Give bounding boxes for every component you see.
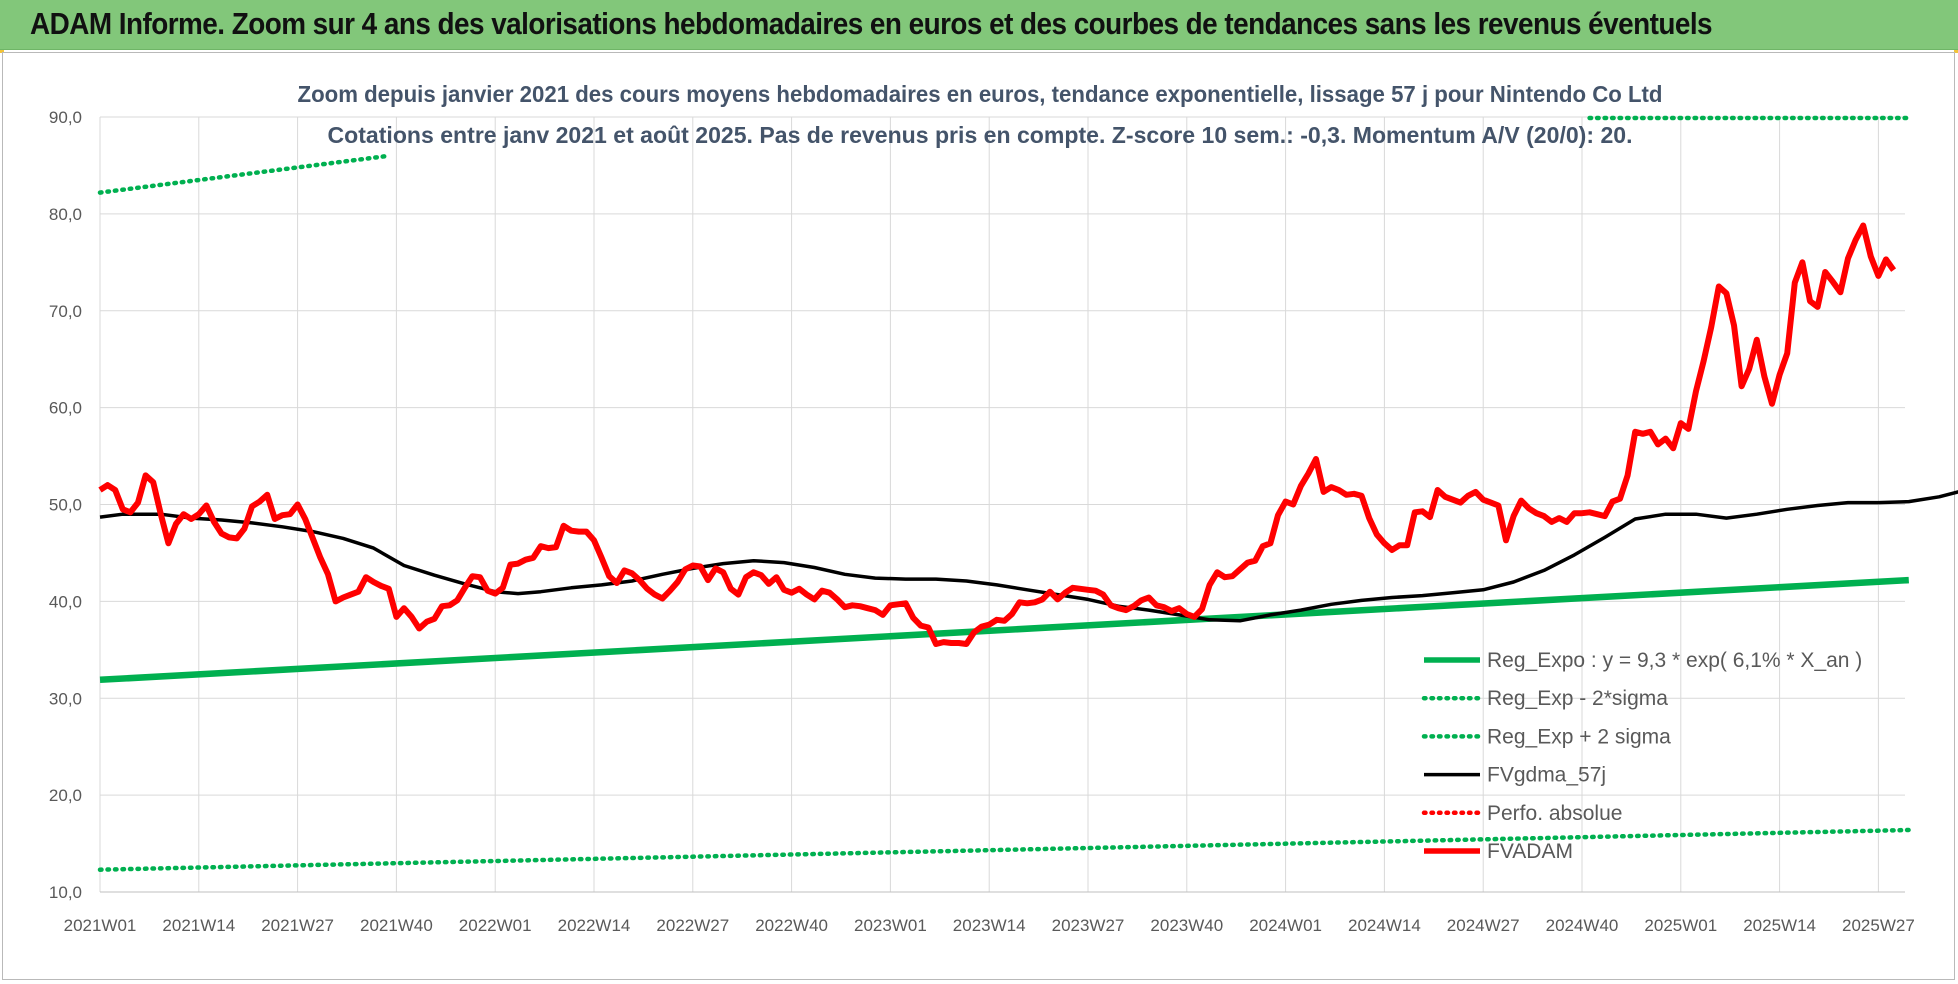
series-lines [97,115,1958,872]
x-tick-label: 2021W01 [64,916,137,935]
y-tick-label: 40,0 [49,592,82,611]
y-tick-label: 90,0 [49,108,82,127]
chart-legend: Reg_Expo : y = 9,3 * exp( 6,1% * X_an ) R… [1421,649,1862,863]
reg-expo-line [99,576,1909,684]
y-tick-label: 20,0 [49,786,82,805]
chart-title-line-1: Zoom depuis janvier 2021 des cours moyen… [298,81,1663,107]
y-tick-label: 70,0 [49,302,82,321]
corner-marker-right [1954,50,1958,53]
fvgdma-57j-line [99,490,1958,623]
x-tick-label: 2021W14 [162,916,235,935]
legend-label-perfo-absolue-line: Perfo. absolue [1487,802,1622,825]
x-tick-label: 2022W40 [755,916,828,935]
report-banner: ADAM Informe. Zoom sur 4 ans des valoris… [0,0,1958,50]
legend-label-reg-exp-minus-2sigma-line: Reg_Exp - 2*sigma [1487,687,1668,710]
x-axis-ticks: 2021W01 2021W14 2021W27 2021W40 2022W01 2022W… [64,916,1915,935]
legend-label-reg-expo-line: Reg_Expo : y = 9,3 * exp( 6,1% * X_an ) [1487,649,1862,672]
y-tick-label: 10,0 [49,883,82,902]
report-banner-title: ADAM Informe. Zoom sur 4 ans des valoris… [30,6,1713,41]
legend-label-fvadam-line: FVADAM [1487,840,1573,863]
plot-frame [2,52,1955,980]
y-tick-label: 60,0 [49,399,82,418]
chart-title-line-2: Cotations entre janv 2021 et août 2025. … [328,122,1633,148]
x-tick-label: 2021W40 [360,916,433,935]
y-axis-ticks: 10,0 20,0 30,0 40,0 50,0 60,0 70,0 80,0 90,0 [49,108,82,902]
x-tick-label: 2023W14 [953,916,1026,935]
x-tick-label: 2024W40 [1546,916,1619,935]
y-tick-label: 50,0 [49,496,82,515]
x-tick-label: 2025W01 [1644,916,1717,935]
y-tick-label: 30,0 [49,689,82,708]
x-tick-label: 2022W01 [459,916,532,935]
y-tick-label: 80,0 [49,205,82,224]
x-tick-label: 2022W27 [656,916,729,935]
fvadam-line [98,222,1897,647]
gridlines [99,116,1905,893]
x-tick-label: 2025W14 [1743,916,1816,935]
x-tick-label: 2021W27 [261,916,334,935]
x-tick-label: 2023W40 [1150,916,1223,935]
x-tick-label: 2024W27 [1447,916,1520,935]
x-tick-label: 2023W01 [854,916,927,935]
corner-marker-left [0,50,4,53]
reg-exp-minus-2sigma-line [97,827,1912,872]
legend-label-fvgdma-57j-line: FVgdma_57j [1487,764,1606,787]
reg-exp-plus-2sigma-line [97,153,392,195]
x-tick-label: 2023W27 [1052,916,1125,935]
x-tick-label: 2024W01 [1249,916,1322,935]
x-tick-label: 2024W14 [1348,916,1421,935]
x-tick-label: 2025W27 [1842,916,1915,935]
x-tick-label: 2022W14 [558,916,631,935]
legend-label-reg-exp-plus-2sigma-line: Reg_Exp + 2 sigma [1487,725,1671,748]
